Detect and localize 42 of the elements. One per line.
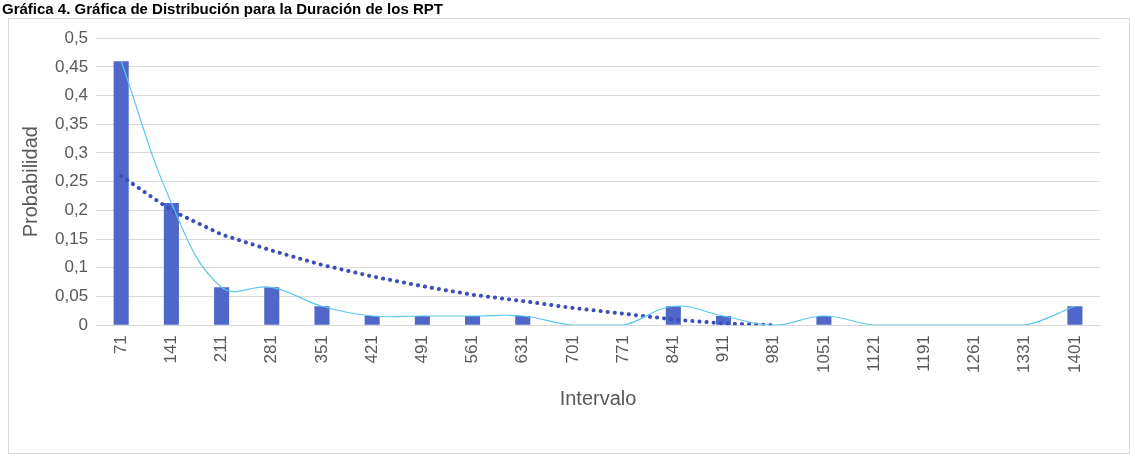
y-tick-label: 0,05 [54,286,89,306]
y-tick-label: 0,45 [54,56,89,76]
y-tick-label: 0,35 [54,113,89,133]
x-tick-label: 351 [311,335,331,364]
y-tick-label: 0,5 [64,27,89,47]
bar [364,316,380,325]
bar [113,61,129,325]
x-tick-label: 771 [612,335,632,364]
y-tick-label: 0,3 [64,142,89,162]
y-tick-label: 0 [78,314,89,334]
x-tick-label: 1261 [964,335,984,374]
x-tick-label: 1191 [914,335,933,372]
x-tick-label: 1331 [1014,335,1034,374]
y-tick-label: 0,15 [54,228,89,248]
y-axis-title: Probabilidad [18,126,41,238]
y-tick-label: 0,2 [64,200,89,220]
x-tick-label: 981 [763,335,783,364]
x-tick-label: 701 [562,335,582,364]
y-tick-label: 0,25 [54,171,89,191]
bar [515,316,531,325]
x-tick-label: 71 [110,335,130,355]
x-tick-label: 141 [161,335,181,364]
x-tick-label: 841 [663,335,683,364]
bar [1067,306,1083,325]
bar [264,287,280,325]
x-tick-label: 1051 [813,335,833,374]
x-tick-label: 1121 [863,335,883,372]
bar [163,202,179,325]
x-tick-label: 911 [713,335,733,363]
bar [214,287,230,325]
x-axis-title: Intervalo [559,386,637,409]
x-tick-label: 211 [211,335,231,363]
bar [314,306,330,325]
x-tick-label: 1401 [1064,335,1084,374]
x-tick-label: 421 [361,335,381,364]
chart-title: Gráfica 4. Gráfica de Distribución para la Duración de los RPT [2,0,443,17]
y-tick-label: 0,1 [64,257,89,277]
x-tick-label: 491 [412,335,432,364]
x-tick-label: 281 [261,335,281,364]
x-tick-label: 561 [462,335,482,364]
x-tick-label: 631 [512,335,532,364]
y-tick-label: 0,4 [64,85,89,105]
